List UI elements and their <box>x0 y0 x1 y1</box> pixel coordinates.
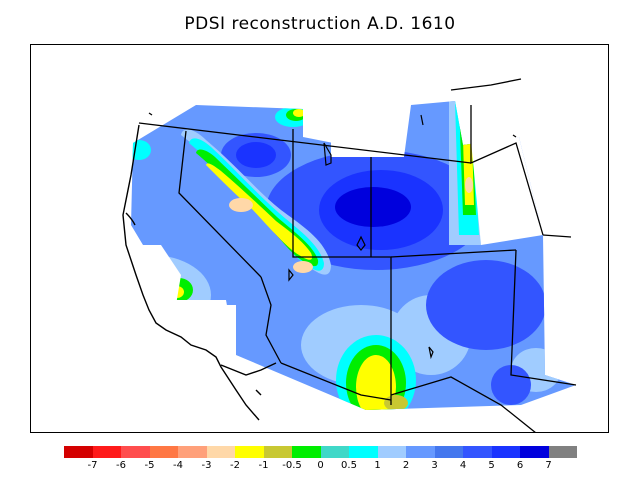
dry-band-south <box>336 335 416 410</box>
pdsi-colorbar <box>64 446 577 458</box>
colorbar-tick-label: 0 <box>317 460 324 471</box>
boundary-mexico <box>280 362 392 401</box>
boundary-north-east-top <box>450 78 522 91</box>
colorbar-swatch <box>263 446 292 458</box>
map-title: PDSI reconstruction A.D. 1610 <box>184 14 456 34</box>
colorbar-tick-labels: -7 -6 -5 -4 -3 -2 -1 -0.5 0 0.5 1 2 3 4 5 6 7 <box>64 460 577 474</box>
political-boundaries <box>138 78 577 432</box>
colorbar-swatch <box>349 446 378 458</box>
colorbar-tick-label: 4 <box>459 460 467 471</box>
colorbar-swatch <box>206 446 235 458</box>
colorbar-tick-label: 6 <box>516 460 524 471</box>
colorbar-tick-label: -7 <box>87 460 98 471</box>
colorbar-tick-label: 2 <box>402 460 410 471</box>
colorbar-swatch <box>463 446 492 458</box>
boundary-tx-mexico <box>390 376 536 432</box>
colorbar-tick-label: -1 <box>258 460 269 471</box>
colorbar-tick-label: 0.5 <box>341 460 357 471</box>
wet-region-southeast-2 <box>491 365 531 405</box>
pdsi-map <box>30 44 609 433</box>
sf-bay <box>125 212 136 226</box>
lake-northeast <box>420 114 424 126</box>
lake-east <box>512 134 517 138</box>
colorbar-swatch <box>121 446 150 458</box>
lake-mead <box>288 268 294 282</box>
colorbar-swatch <box>320 446 349 458</box>
wet-region-southeast <box>426 260 546 350</box>
pdsi-field <box>131 101 576 410</box>
colorbar-tick-label: 7 <box>545 460 552 471</box>
lake-north <box>148 112 153 116</box>
coastline <box>122 124 277 421</box>
map-canvas <box>122 78 577 432</box>
channel-islands <box>255 389 262 396</box>
colorbar-swatch <box>406 446 435 458</box>
colorbar-tick-label: 1 <box>374 460 381 471</box>
baja-coast <box>220 362 277 376</box>
colorbar-tick-label: -3 <box>201 460 212 471</box>
boundary-ca-nv <box>178 130 262 278</box>
elephant-butte <box>428 346 434 360</box>
colorbar-tick-label: -4 <box>173 460 183 471</box>
colorbar-swatch <box>149 446 178 458</box>
colorbar-swatch <box>235 446 264 458</box>
lake-powell <box>356 235 366 251</box>
colorbar-tick-label: -6 <box>116 460 126 471</box>
colorbar-tick-label: 3 <box>431 460 438 471</box>
boundary-east <box>542 234 572 238</box>
colorbar-swatch <box>64 446 93 458</box>
colorbar-tick-label: -0.5 <box>282 460 302 471</box>
colorbar-swatch <box>292 446 321 458</box>
colorbar-swatch <box>92 446 121 458</box>
colorbar-swatch <box>434 446 463 458</box>
boundary-co-nm <box>390 249 517 258</box>
boundary-nm-tx <box>510 249 577 386</box>
colorbar-tick-label: -5 <box>144 460 155 471</box>
colorbar-swatch <box>491 446 520 458</box>
colorbar-tick-label: 5 <box>488 460 495 471</box>
colorbar-swatch <box>377 446 406 458</box>
colorbar-swatch <box>520 446 549 458</box>
boundary-northern <box>138 122 472 164</box>
boundary-northeast <box>470 105 544 236</box>
boundary-colorado-river <box>260 276 282 364</box>
colorbar-swatch <box>178 446 207 458</box>
colorbar-swatch <box>548 446 577 458</box>
boundary-nv-ut-az <box>292 129 392 405</box>
dry-band-north-top <box>275 107 311 127</box>
lakes <box>148 112 517 360</box>
very-wet-region-core <box>335 187 411 227</box>
colorbar-tick-label: -2 <box>230 460 240 471</box>
great-salt-lake <box>323 142 332 166</box>
pacific-coastline <box>122 124 260 421</box>
very-wet-region-northwest <box>236 142 276 168</box>
